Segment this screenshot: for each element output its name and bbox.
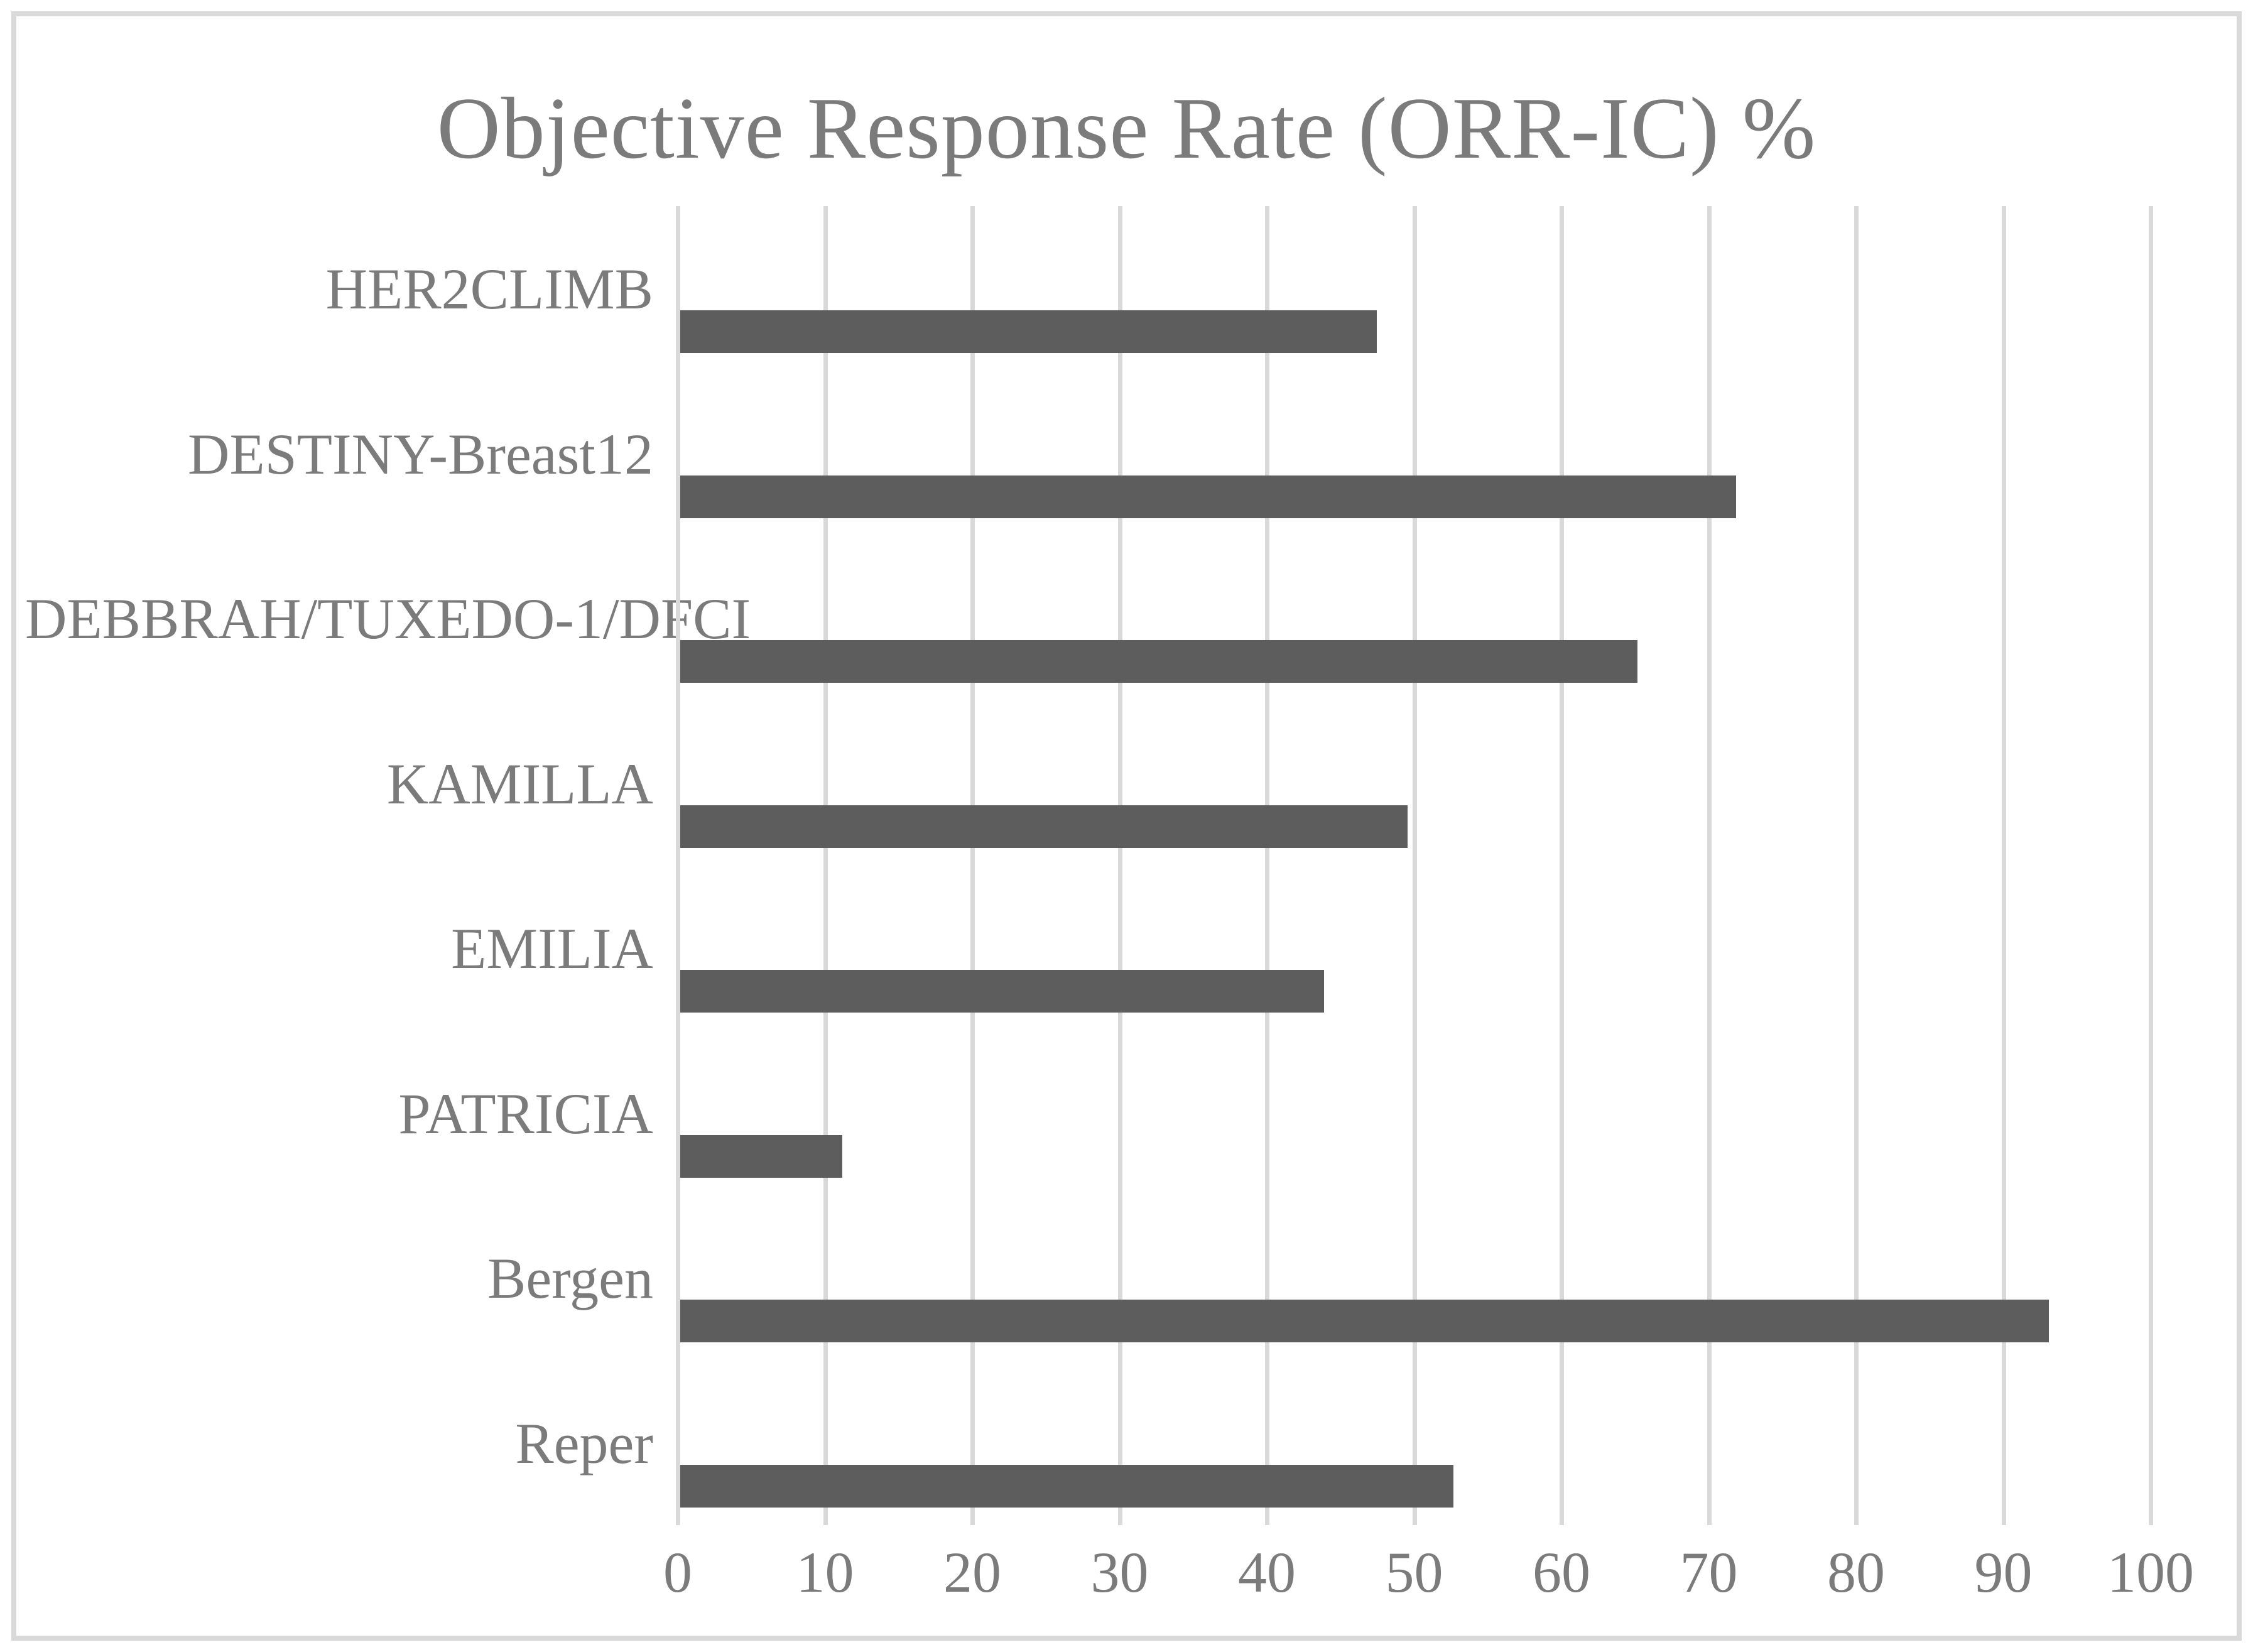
category-label-debbrah-tuxedo-1-dfci: DEBBRAH/TUXEDO-1/DFCI [25, 587, 751, 651]
bar-reper [680, 1464, 1454, 1508]
x-tick-label-60: 60 [1533, 1540, 1590, 1604]
gridline-x-50 [1412, 206, 1417, 1525]
x-tick-label-30: 30 [1090, 1540, 1149, 1604]
gridline-x-30 [1117, 206, 1122, 1525]
category-label-emilia: EMILIA [451, 916, 653, 981]
category-label-kamilla: KAMILLA [386, 751, 653, 816]
gridline-x-60 [1560, 206, 1564, 1525]
x-tick-label-20: 20 [943, 1540, 1001, 1604]
chart-title: Objective Response Rate (ORR-IC) % [437, 80, 1816, 177]
bar-debbrah-tuxedo-1-dfci [680, 640, 1638, 683]
category-label-reper: Reper [515, 1411, 653, 1475]
gridline-x-70 [1707, 206, 1712, 1525]
x-tick-label-0: 0 [663, 1540, 692, 1604]
gridline-x-40 [1265, 206, 1269, 1525]
x-tick-label-40: 40 [1238, 1540, 1296, 1604]
x-tick-label-100: 100 [2107, 1540, 2194, 1604]
gridline-x-0 [676, 206, 680, 1525]
category-axis-labels: HER2CLIMB DESTINY-Breast12 DEBBRAH/TUXEDO-… [25, 206, 751, 1525]
gridline-x-10 [823, 206, 828, 1525]
bar-her2climb [680, 310, 1377, 353]
category-label-destiny-breast12: DESTINY-Breast12 [188, 421, 653, 486]
value-axis: 0 10 20 30 40 50 60 70 80 90 100 [663, 1538, 2194, 1619]
x-tick-label-70: 70 [1680, 1540, 1738, 1604]
category-label-bergen: Bergen [487, 1246, 653, 1310]
category-label-patricia: PATRICIA [398, 1081, 653, 1146]
plot-area [676, 206, 2153, 1525]
gridline-x-90 [2001, 206, 2006, 1525]
x-tick-label-10: 10 [796, 1540, 854, 1604]
bar-emilia [680, 970, 1324, 1013]
gridline-x-20 [970, 206, 975, 1525]
bar-patricia [680, 1134, 842, 1178]
bar-kamilla [680, 805, 1408, 848]
x-tick-label-50: 50 [1385, 1540, 1443, 1604]
gridline-x-100 [2149, 206, 2153, 1525]
gridline-x-80 [1854, 206, 1859, 1525]
x-tick-label-80: 80 [1827, 1540, 1885, 1604]
x-tick-label-90: 90 [1974, 1540, 2033, 1604]
category-label-her2climb: HER2CLIMB [325, 257, 653, 321]
bar-bergen [680, 1300, 2049, 1342]
bar-destiny-breast12 [680, 475, 1737, 518]
